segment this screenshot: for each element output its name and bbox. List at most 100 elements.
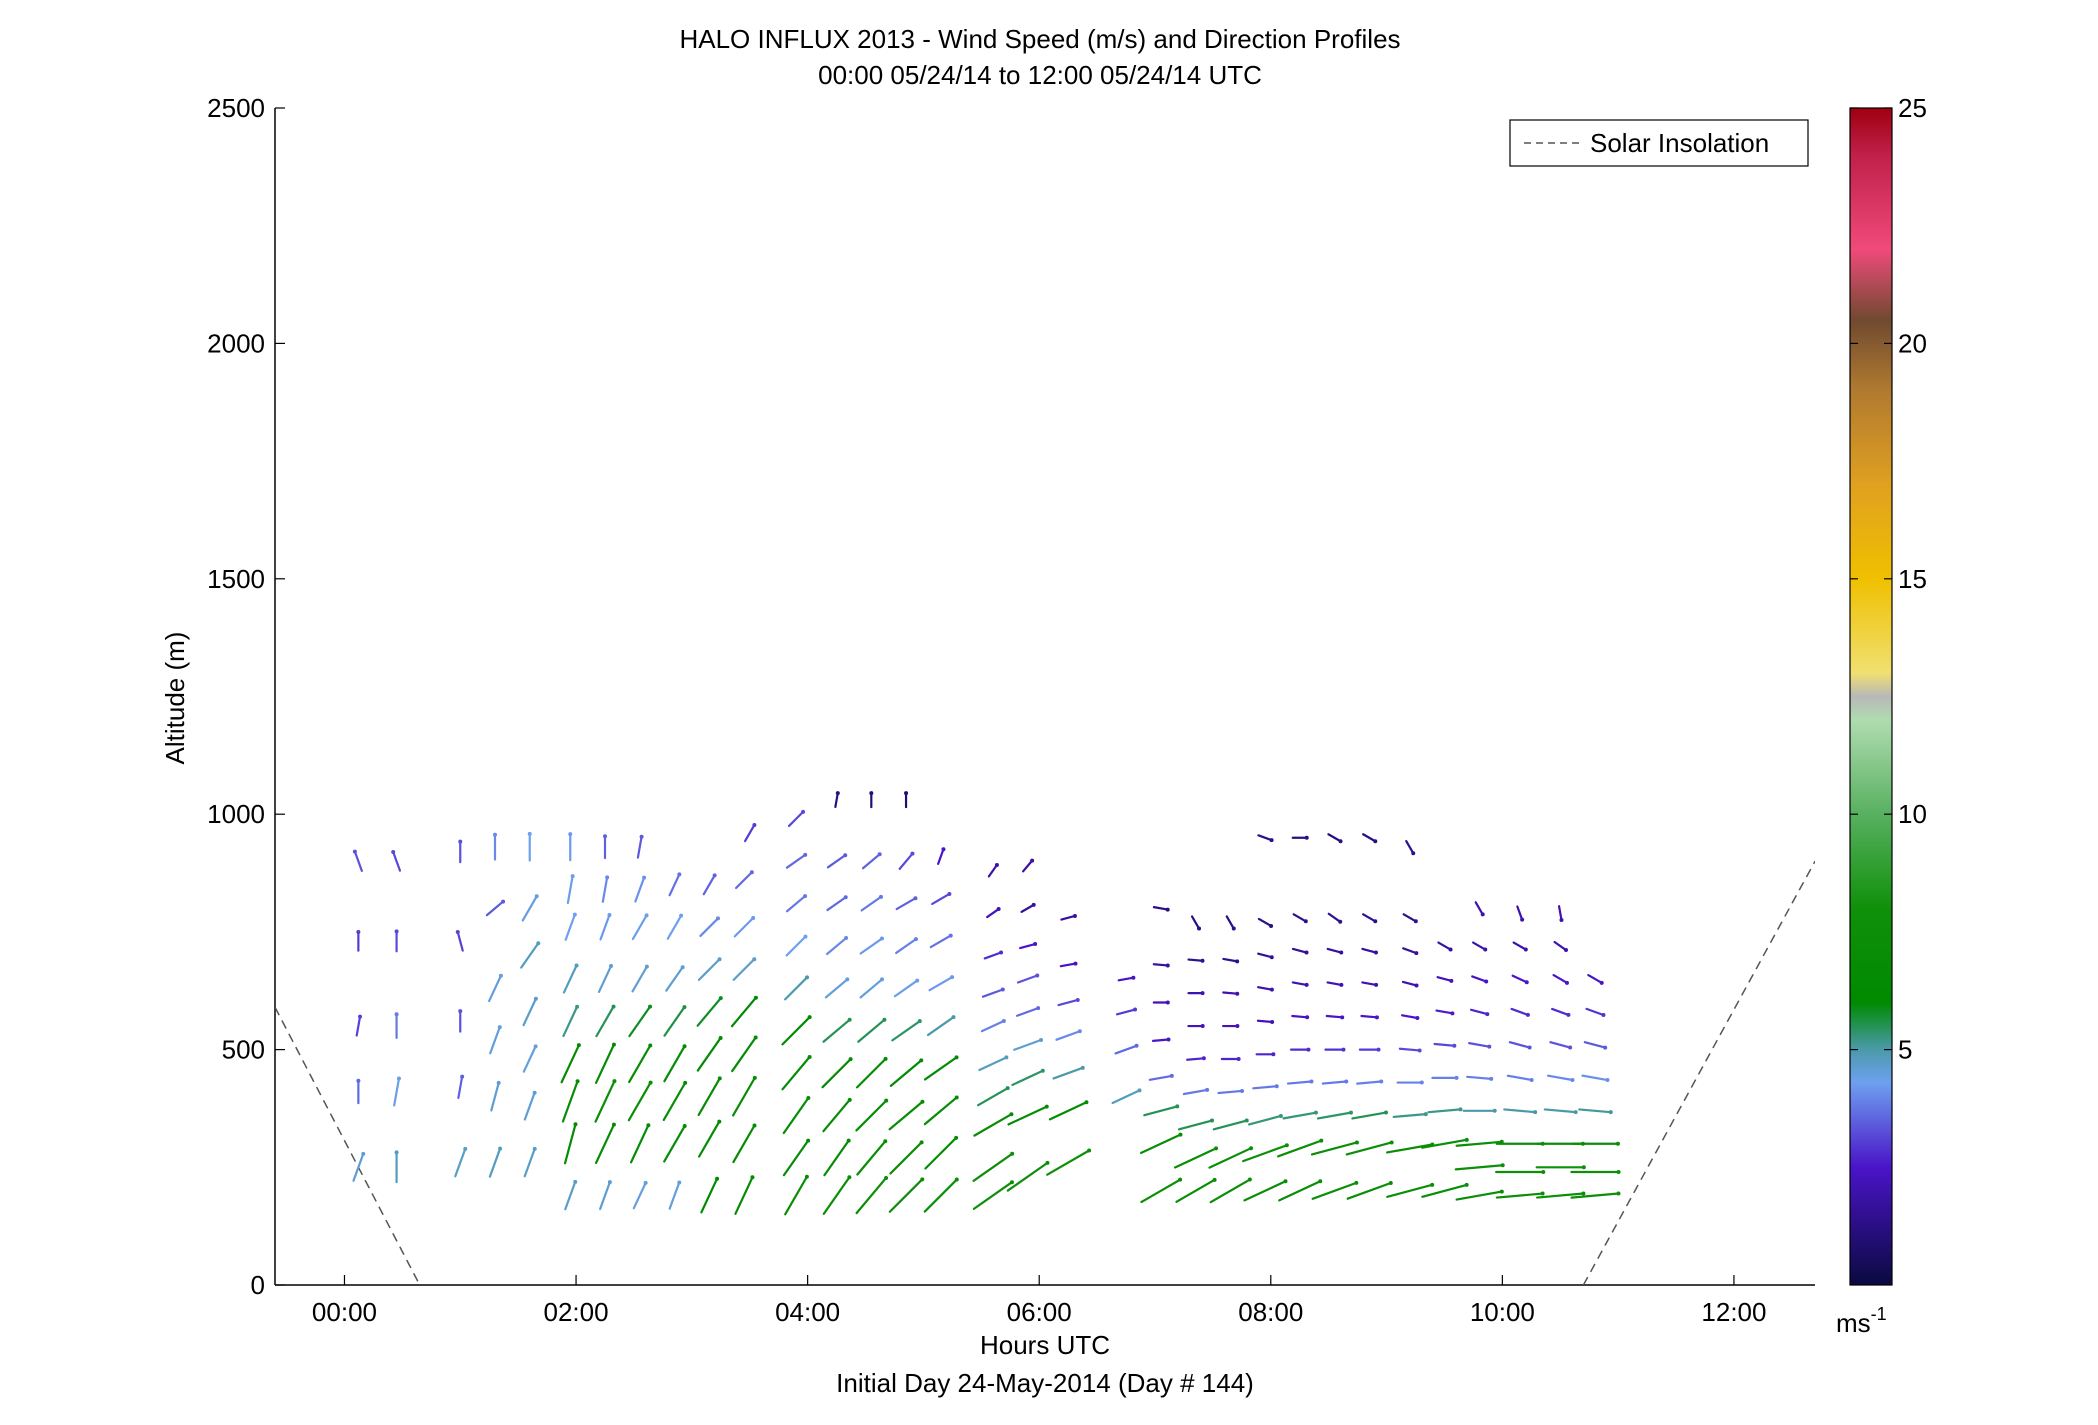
- wind-vector: [1046, 1149, 1091, 1176]
- y-tick-label: 1500: [207, 564, 265, 594]
- wind-vector: [1361, 981, 1378, 987]
- wind-vector: [1402, 913, 1417, 923]
- wind-vector-head: [1485, 1012, 1490, 1017]
- wind-vector-head: [605, 875, 610, 880]
- wind-vector: [1057, 998, 1079, 1007]
- wind-vector: [1257, 834, 1273, 842]
- y-axis-label: Altitude (m): [160, 632, 190, 765]
- wind-vector-head: [1603, 1045, 1608, 1050]
- wind-vector-head: [1178, 1132, 1183, 1137]
- wind-vector-head: [752, 822, 757, 827]
- wind-vector-head: [1214, 1146, 1219, 1151]
- wind-vector-head: [1340, 1015, 1345, 1020]
- wind-vector-head: [1423, 1112, 1428, 1117]
- wind-vector: [824, 978, 849, 999]
- wind-vector: [977, 1087, 1009, 1107]
- wind-vector: [1345, 1141, 1393, 1156]
- wind-vector-head: [1309, 1079, 1314, 1084]
- wind-vector-head: [1484, 979, 1489, 984]
- wind-vector: [1310, 1141, 1359, 1156]
- wind-vector: [1225, 915, 1235, 930]
- wind-vector: [1511, 974, 1528, 984]
- wind-vector: [1007, 1105, 1048, 1126]
- wind-vector-head: [717, 1119, 722, 1124]
- wind-vector-head: [576, 1043, 581, 1048]
- wind-vector-head: [1080, 1065, 1085, 1070]
- wind-vector-head: [497, 1025, 502, 1030]
- wind-vector-head: [878, 894, 883, 899]
- wind-vector: [1327, 833, 1342, 843]
- solar-insolation-line: [1582, 860, 1815, 1285]
- wind-vector-head: [1415, 1015, 1420, 1020]
- x-tick-label: 10:00: [1470, 1297, 1535, 1327]
- wind-vector-head: [904, 791, 909, 796]
- wind-vector: [1286, 1080, 1313, 1085]
- wind-vector: [822, 1018, 851, 1043]
- wind-vector-head: [1084, 1100, 1089, 1105]
- wind-vector: [1468, 1042, 1491, 1048]
- wind-vector: [1570, 1192, 1620, 1199]
- y-tick-label: 2000: [207, 328, 265, 358]
- wind-vector: [1209, 1178, 1251, 1204]
- wind-vector-head: [913, 937, 918, 942]
- wind-vector-head: [607, 1180, 612, 1185]
- wind-vector-head: [1338, 839, 1343, 844]
- wind-vector-head: [941, 847, 946, 852]
- wind-vector: [1117, 976, 1135, 982]
- wind-vector-head: [643, 1180, 648, 1185]
- wind-vector-head: [536, 941, 541, 946]
- wind-vector-head: [1200, 958, 1205, 963]
- wind-vector: [783, 976, 809, 1001]
- wind-vector-head: [1239, 1088, 1244, 1093]
- wind-vector-head: [807, 1015, 812, 1020]
- colorbar-unit-base: ms: [1836, 1308, 1871, 1338]
- wind-vector: [732, 958, 756, 981]
- wind-vector: [1022, 859, 1034, 873]
- wind-vector: [734, 871, 753, 890]
- wind-vector: [1212, 1119, 1248, 1131]
- wind-vector: [1152, 906, 1169, 911]
- wind-vector-head: [715, 916, 720, 921]
- wind-vector: [1242, 1144, 1288, 1163]
- wind-vector: [1151, 1038, 1170, 1042]
- wind-vector-head: [954, 1055, 959, 1060]
- wind-vector-head: [1036, 1006, 1041, 1011]
- wind-vector-head: [1303, 919, 1308, 924]
- x-tick-label: 12:00: [1701, 1297, 1766, 1327]
- colorbar: 5 10 15 20 25 ms-1: [1836, 93, 1927, 1338]
- wind-vector: [485, 900, 505, 917]
- wind-vector-head: [847, 1097, 852, 1102]
- wind-vector-head: [642, 875, 647, 880]
- wind-vector: [1427, 1108, 1462, 1114]
- wind-vector: [1140, 1178, 1182, 1204]
- wind-vector-head: [1379, 1079, 1384, 1084]
- wind-vector-head: [1373, 950, 1378, 955]
- wind-vector-head: [533, 996, 538, 1001]
- wind-vector: [822, 1176, 851, 1215]
- wind-vector: [1437, 941, 1452, 951]
- wind-vector-head: [869, 791, 874, 796]
- wind-vector-head: [883, 1056, 888, 1061]
- wind-vector: [1316, 1111, 1353, 1120]
- wind-vector: [627, 1081, 652, 1122]
- wind-vector-head: [501, 899, 506, 904]
- legend: Solar Insolation: [1509, 119, 1809, 167]
- wind-vector-head: [611, 1004, 616, 1009]
- wind-vector-head: [1004, 1055, 1009, 1060]
- wind-vector-head: [1039, 1038, 1044, 1043]
- wind-vector: [1398, 1047, 1421, 1052]
- colorbar-unit-exponent: -1: [1871, 1304, 1887, 1324]
- y-axis-ticks: 0 500 1000 1500 2000 2500: [207, 93, 285, 1300]
- wind-vector-head: [954, 1177, 959, 1182]
- wind-vector: [1436, 976, 1453, 982]
- wind-vector-head: [1133, 1007, 1138, 1012]
- wind-vector-head: [1030, 858, 1035, 863]
- wind-vector: [983, 951, 1003, 960]
- wind-vector: [665, 966, 684, 992]
- wind-vector-head: [1131, 975, 1136, 980]
- wind-vector: [972, 1181, 1014, 1210]
- wind-vector: [631, 914, 648, 941]
- wind-vector: [1508, 1041, 1531, 1049]
- wind-vector: [1278, 1180, 1322, 1202]
- wind-vector: [784, 1175, 809, 1216]
